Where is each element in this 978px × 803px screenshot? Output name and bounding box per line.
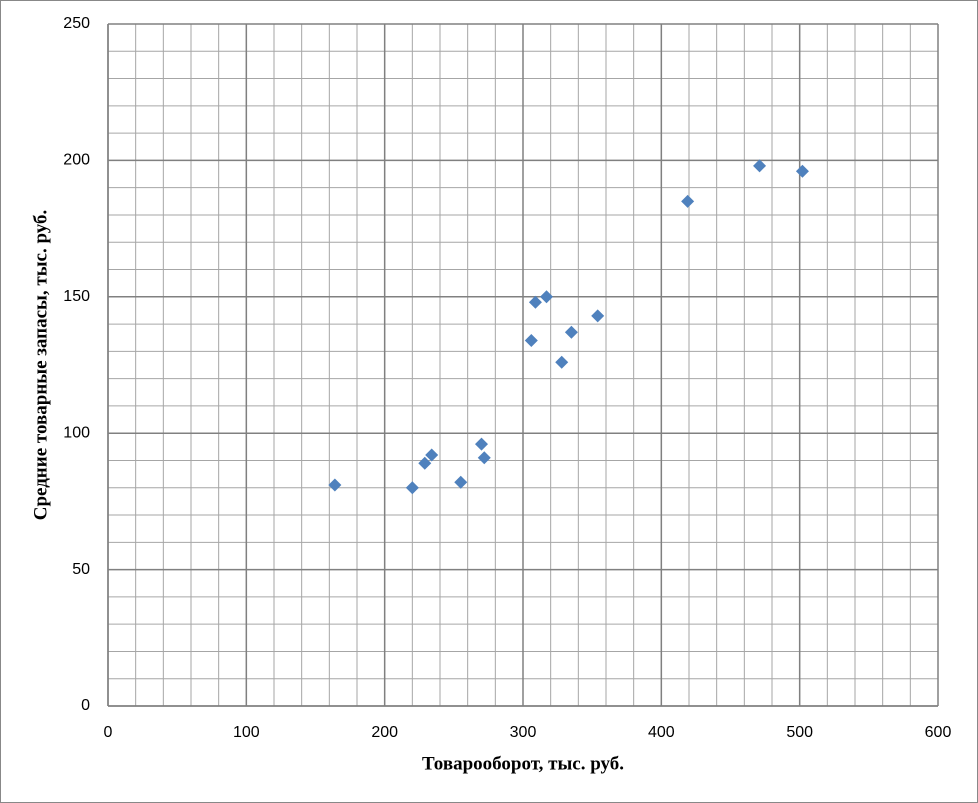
data-point	[405, 481, 419, 495]
x-tick-label: 600	[925, 724, 952, 741]
y-tick-label: 150	[63, 288, 90, 305]
x-axis-title: Товарооборот, тыс. руб.	[422, 753, 624, 774]
x-tick-label: 100	[233, 724, 260, 741]
y-axis-title: Средние товарные запасы, тыс. руб.	[30, 210, 51, 521]
data-point	[418, 456, 432, 470]
y-tick-label: 100	[63, 424, 90, 441]
data-point	[328, 478, 342, 492]
data-point	[555, 355, 569, 369]
y-tick-label: 50	[72, 561, 90, 578]
data-point	[475, 437, 488, 451]
y-tick-label: 250	[63, 15, 90, 32]
data-point	[681, 194, 695, 208]
x-tick-label: 300	[510, 724, 537, 741]
data-point	[753, 159, 767, 173]
x-tick-label: 200	[371, 724, 398, 741]
data-point	[564, 325, 578, 339]
data-point	[540, 290, 554, 304]
data-point	[795, 164, 809, 178]
data-point	[528, 295, 542, 309]
data-point	[524, 333, 538, 347]
x-tick-label: 0	[104, 724, 113, 741]
data-point	[425, 448, 439, 462]
y-tick-label: 200	[63, 152, 90, 169]
x-tick-label: 500	[786, 724, 813, 741]
data-point	[454, 475, 468, 489]
data-point	[477, 451, 491, 465]
data-point	[591, 309, 605, 323]
y-tick-label: 0	[81, 697, 90, 714]
x-tick-label: 400	[648, 724, 675, 741]
